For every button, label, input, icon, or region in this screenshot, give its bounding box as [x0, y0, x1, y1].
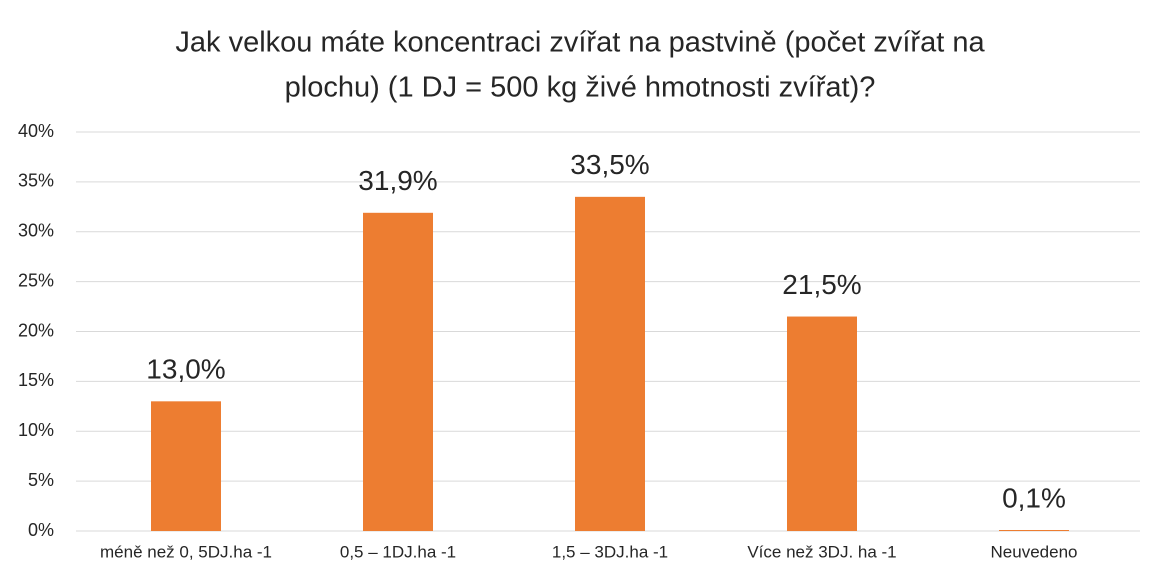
chart-title: plochu) (1 DJ = 500 kg živé hmotnosti zv… — [285, 72, 876, 104]
y-tick-label: 10% — [18, 420, 54, 440]
x-tick-label: méně než 0, 5DJ.ha -1 — [100, 542, 272, 561]
bar — [151, 401, 221, 531]
y-tick-label: 30% — [18, 221, 54, 241]
x-tick-label: 0,5 – 1DJ.ha -1 — [340, 542, 456, 561]
x-tick-label: 1,5 – 3DJ.ha -1 — [552, 542, 668, 561]
bar — [999, 530, 1069, 532]
bar — [363, 212, 433, 532]
y-tick-label: 5% — [28, 470, 54, 490]
y-tick-label: 15% — [18, 370, 54, 390]
bar — [575, 196, 645, 531]
y-tick-label: 35% — [18, 171, 54, 191]
value-label: 13,0% — [146, 354, 225, 385]
bar — [787, 316, 857, 531]
x-tick-label: Více než 3DJ. ha -1 — [747, 542, 896, 561]
x-tick-label: Neuvedeno — [991, 542, 1078, 561]
value-label: 21,5% — [782, 269, 861, 300]
y-tick-label: 40% — [18, 121, 54, 141]
value-label: 0,1% — [1002, 482, 1066, 513]
y-tick-label: 0% — [28, 520, 54, 540]
y-tick-label: 25% — [18, 270, 54, 290]
chart-title: Jak velkou máte koncentraci zvířat na pa… — [175, 27, 985, 59]
y-tick-label: 20% — [18, 320, 54, 340]
value-label: 31,9% — [358, 165, 437, 196]
value-label: 33,5% — [570, 149, 649, 180]
